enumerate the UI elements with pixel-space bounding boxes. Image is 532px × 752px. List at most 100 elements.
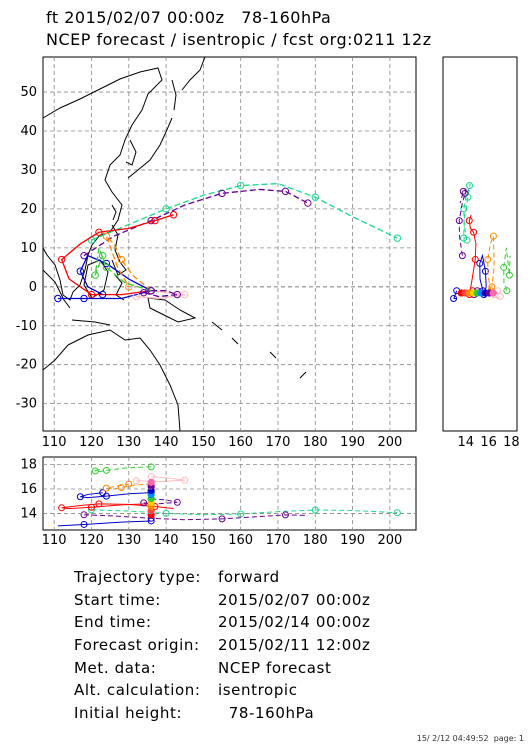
side-trajectory-marker	[466, 182, 474, 190]
trajectory-marker	[181, 290, 189, 299]
lat-tick-label: 10	[20, 241, 37, 256]
info-row: Forecast origin: 2015/02/11 12:00z	[74, 636, 371, 659]
info-value: forward	[218, 568, 280, 586]
bottom-lon-tick-label: 170	[266, 533, 291, 548]
info-label: Trajectory type:	[74, 568, 201, 586]
lat-tick-label: -30	[16, 397, 37, 412]
info-row: Alt. calculation: isentropic	[74, 681, 371, 704]
trajectory-marker	[173, 290, 181, 299]
side-trajectory-marker	[496, 293, 504, 301]
side-trajectory-marker	[463, 236, 471, 244]
main-map: 110 120 130 140 150 160 170 180 190 200 50 40 30 20 10…	[16, 56, 417, 450]
lat-tick-label: 20	[20, 202, 37, 217]
side-trajectory-line	[463, 183, 471, 241]
trajectory-line	[136, 290, 185, 300]
bottom-trajectory-marker	[91, 467, 99, 475]
side-trajectory-marker	[500, 263, 508, 271]
trajectory-marker	[140, 288, 148, 297]
trajectory-marker	[236, 181, 245, 190]
bottom-trajectory-line	[91, 509, 398, 516]
bottom-lon-tick-label: 190	[340, 533, 365, 548]
side-panel-frame	[442, 56, 518, 432]
side-trajectory-line	[458, 188, 467, 256]
footer: 15/ 2/12 04:49:52 page: 1	[417, 734, 524, 743]
bottom-trajectory-marker	[87, 503, 95, 511]
lon-tick-label: 170	[266, 435, 291, 450]
trajectory-marker	[98, 251, 107, 260]
trajectory-line	[91, 182, 398, 241]
bottom-trajectory-marker	[218, 515, 226, 523]
trajectory-tracks	[54, 181, 402, 303]
bottom-lon-tick-label: 180	[303, 533, 328, 548]
lon-tick-label: 200	[377, 435, 402, 450]
side-trajectory-marker	[455, 217, 463, 225]
height-tick-label: 14	[20, 507, 37, 522]
lon-tick-label: 160	[228, 435, 253, 450]
lat-tick-label: -10	[16, 319, 37, 334]
side-panel-axis: 14 16 18	[458, 435, 520, 450]
trajectory-marker	[95, 228, 103, 236]
side-panel: 14 16 18	[442, 56, 520, 450]
trajectory-marker	[76, 267, 85, 275]
info-row: Start time: 2015/02/07 00:00z	[74, 591, 371, 614]
info-label: Initial height:	[74, 704, 183, 723]
bottom-lon-tick-label: 120	[79, 533, 104, 548]
trajectory-marker	[117, 255, 126, 264]
trajectory-marker	[304, 199, 312, 207]
lon-tick-label: 190	[340, 435, 365, 450]
bottom-trajectory-marker	[132, 477, 140, 485]
info-row: Trajectory type: forward	[74, 568, 371, 591]
trajectory-marker	[98, 290, 107, 299]
trajectory-marker	[218, 189, 226, 198]
trajectory-marker	[102, 263, 111, 272]
main-map-axis: 110 120 130 140 150 160 170 180 190 200 50 40 30 20 10…	[16, 85, 403, 450]
bottom-trajectory-marker	[281, 511, 289, 519]
bottom-start-dot	[147, 478, 155, 486]
trajectory-marker	[91, 271, 99, 279]
info-value: 2015/02/14 00:00z	[218, 613, 371, 632]
lat-tick-label: 50	[20, 85, 37, 100]
info-label: Alt. calculation:	[74, 681, 201, 700]
bottom-lon-tick-label: 160	[228, 533, 253, 548]
trajectory-marker	[311, 193, 319, 201]
lon-tick-label: 120	[79, 435, 104, 450]
bottom-trajectory-marker	[76, 493, 84, 501]
height-tick-label: 16	[20, 482, 37, 497]
info-label: Start time:	[74, 590, 161, 609]
bottom-lon-tick-label: 200	[377, 533, 402, 548]
bottom-trajectory-marker	[102, 466, 110, 474]
side-panel-tracks	[450, 182, 513, 302]
lon-tick-label: 110	[42, 435, 67, 450]
main-map-frame	[42, 56, 417, 432]
info-label: Met. data:	[74, 658, 157, 677]
side-trajectory-line	[453, 290, 458, 299]
footer-timestamp: 15/ 2/12 04:49:52	[416, 734, 489, 743]
bottom-trajectory-line	[84, 514, 308, 521]
info-value: NCEP forecast	[218, 658, 332, 677]
trajectory-marker	[151, 216, 159, 225]
trajectory-marker	[80, 294, 88, 303]
trajectory-marker	[393, 234, 402, 242]
trajectory-marker	[132, 292, 140, 301]
bottom-panel: 110 120 130 140 150 160 170 180 190 200 18 16 14	[20, 456, 417, 548]
trajectory-line	[83, 188, 309, 257]
info-row: Met. data: NCEP forecast	[74, 659, 371, 682]
trajectory-marker	[102, 232, 111, 240]
bottom-trajectory-marker	[117, 484, 125, 492]
lat-tick-label: 0	[29, 280, 37, 295]
trajectory-marker	[54, 294, 62, 303]
trajectory-info: Trajectory type: forward Start time: 2015/…	[74, 568, 371, 727]
lat-tick-label: -20	[16, 358, 37, 373]
lon-tick-label: 180	[303, 435, 328, 450]
bottom-lon-tick-label: 150	[191, 533, 216, 548]
lat-tick-label: 30	[20, 163, 37, 178]
info-row: Initial height: 78-160hPa	[74, 704, 371, 727]
info-label: Forecast origin:	[74, 636, 200, 655]
bottom-trajectory-marker	[147, 463, 155, 471]
bottom-trajectory-line	[93, 466, 152, 473]
lat-tick-label: 40	[20, 124, 37, 139]
info-value: 2015/02/11 12:00z	[218, 636, 371, 655]
bottom-lon-tick-label: 140	[154, 533, 179, 548]
coastlines	[42, 56, 307, 432]
